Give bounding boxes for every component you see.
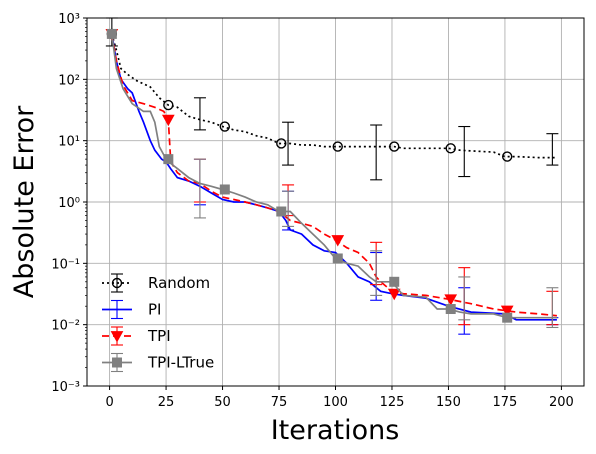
legend-label: TPI [147,327,171,345]
data-point [387,288,401,301]
legend-entry-random: Random [102,273,210,293]
data-point [445,143,456,154]
data-point [389,141,400,152]
data-point [219,184,230,195]
data-point [331,235,345,247]
y-axis: 10⁻³ 10⁻² 10⁻¹ 10⁰ 10¹ 10² 10³ [51,12,87,395]
y-tick-label: 10⁻³ [51,380,80,395]
legend-label: Random [148,274,210,292]
data-point [276,206,287,217]
data-point [502,312,513,323]
data-point [501,151,513,162]
series-tpi-ltrue [106,28,559,329]
y-tick-label: 10⁻² [51,319,80,334]
legend-marker [111,277,123,289]
grid-lines [87,17,584,387]
legend-entry-tpi-ltrue: TPI-LTrue [102,352,214,373]
x-tick-label: 150 [436,395,461,410]
data-point [219,121,231,132]
legend-marker [112,357,122,368]
data-point [332,253,343,264]
data-point [500,305,514,318]
y-tick-label: 10³ [58,12,80,27]
data-point [444,294,458,306]
legend-label: PI [148,301,161,319]
data-point [332,141,343,152]
series-line [110,33,557,159]
x-tick-label: 50 [214,395,231,410]
y-tick-label: 10⁻¹ [51,257,80,272]
series-line [110,33,557,317]
data-point [163,154,174,165]
x-tick-label: 200 [549,395,574,410]
x-tick-label: 75 [271,395,288,410]
data-point [163,99,174,111]
legend-marker [110,331,124,343]
y-tick-label: 10¹ [58,135,80,150]
data-point [445,304,456,315]
legend: Random PI TPI TPI-LTrue [102,273,214,373]
data-point [389,276,400,287]
x-tick-label: 0 [105,395,113,410]
y-axis-label: Absolute Error [9,105,40,298]
series-random [105,17,559,181]
x-tick-label: 25 [158,395,175,410]
legend-label: TPI-LTrue [147,354,214,372]
y-tick-label: 10² [58,73,80,88]
x-tick-label: 100 [323,395,348,410]
y-tick-label: 10⁰ [58,196,80,211]
data-point [161,114,175,127]
data-point [276,138,287,149]
legend-entry-tpi: TPI [102,326,171,346]
plot-area [105,17,559,335]
x-axis-label: Iterations [271,415,400,446]
x-tick-label: 175 [493,395,518,410]
data-point [106,28,117,39]
x-axis: 0 25 50 75 100 125 150 175 200 [105,386,574,410]
legend-entry-pi: PI [102,299,161,320]
x-tick-label: 125 [380,395,405,410]
